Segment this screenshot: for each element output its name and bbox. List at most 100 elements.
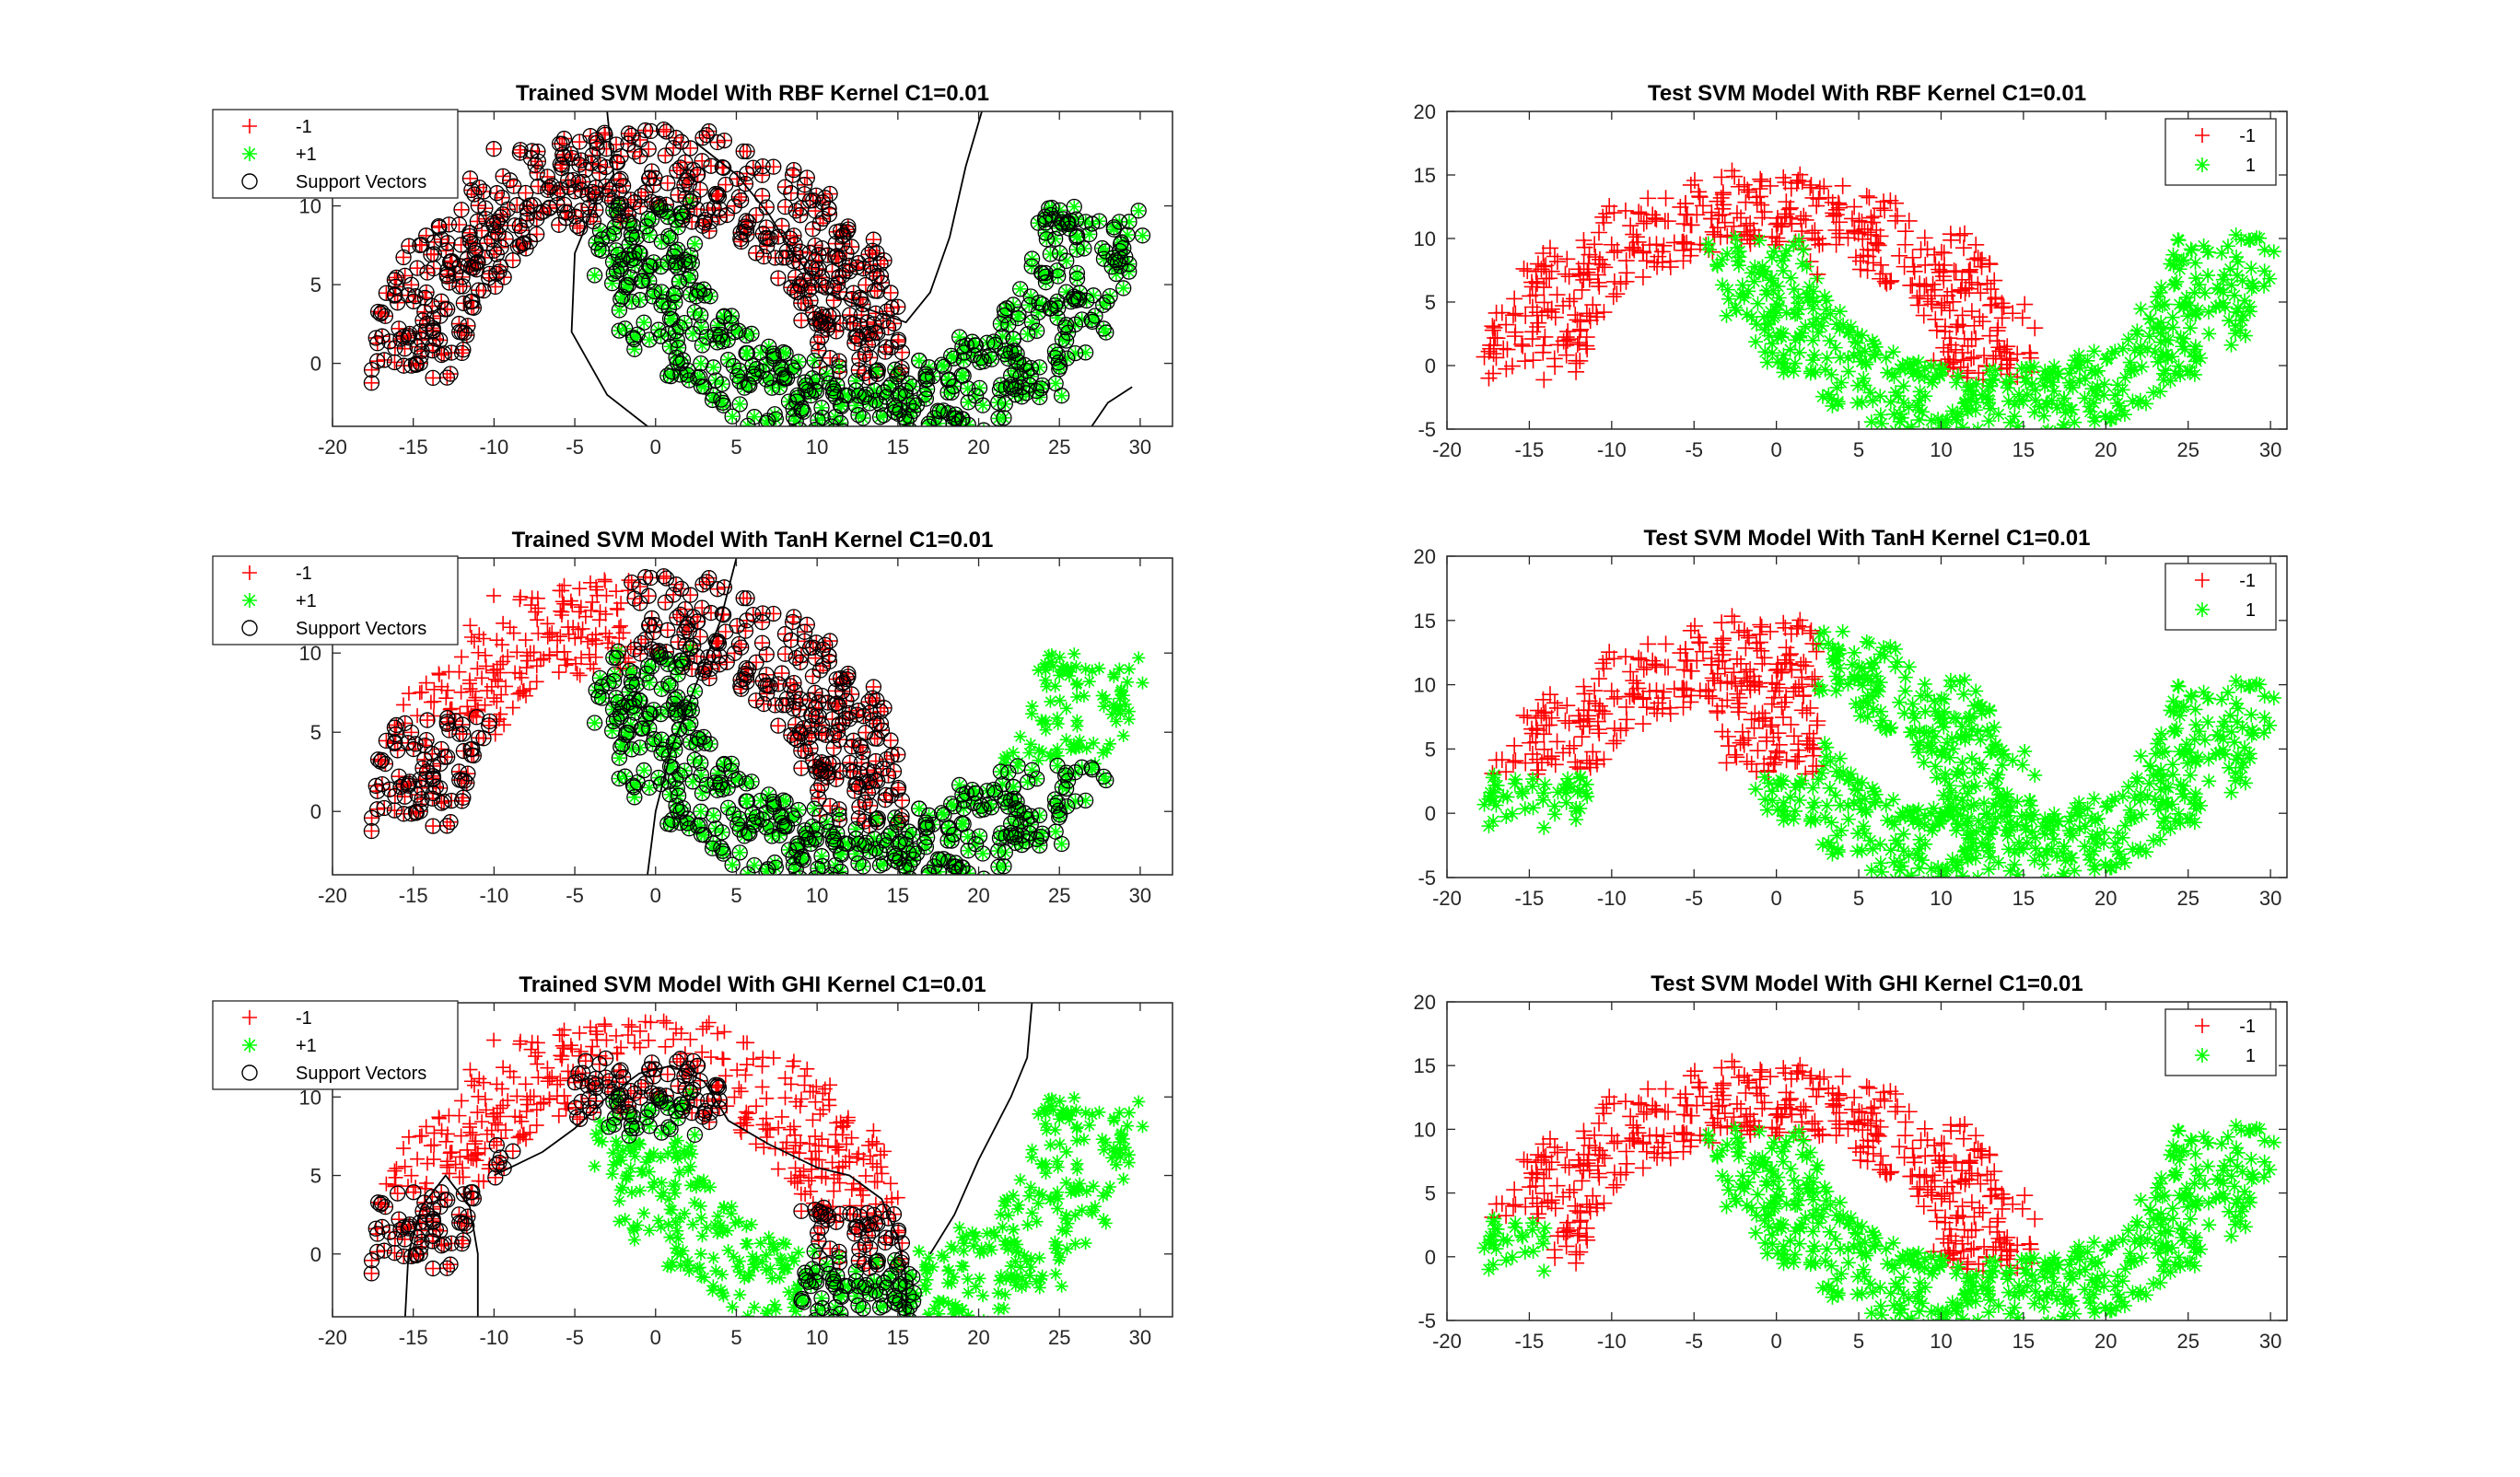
point-pos [2191,277,2207,293]
support-vector [783,184,799,202]
point-pos [691,820,705,833]
support-vector [793,760,810,776]
support-vector [608,203,625,219]
point-pos [2130,396,2146,412]
point-pos [2118,370,2133,386]
point-pos [1769,297,1785,312]
support-vector [902,408,918,424]
point-neg [1581,311,1599,329]
point-neg [1539,302,1557,320]
support-vector [760,413,776,426]
point-pos [689,289,703,303]
point-neg [1691,236,1709,253]
point-neg [1830,196,1848,214]
support-vector [1032,380,1049,397]
point-pos [759,820,773,834]
point-pos [2120,331,2136,347]
point-pos [2155,366,2171,381]
point-pos [1116,729,1130,743]
point-pos [1935,420,1951,429]
point-neg [472,627,487,643]
support-vector [797,177,813,193]
support-vector [588,189,604,205]
point-pos [1013,729,1027,743]
point-pos [2188,255,2203,271]
support-vector [939,432,954,447]
support-vector [827,389,845,405]
point-pos [1817,288,1833,304]
point-neg [822,350,838,366]
point-pos [849,374,863,388]
support-vector [814,641,832,657]
x-tick-label: 0 [1771,438,1782,461]
point-pos [1739,307,1755,322]
point-neg [798,743,813,759]
support-vector [818,366,835,382]
support-vector [682,140,699,157]
point-pos [826,459,839,472]
support-vector [686,236,704,252]
point-pos [606,703,620,716]
point-pos [662,301,676,315]
support-vector [614,288,631,305]
point-pos [1122,662,1136,676]
support-vector [776,427,791,442]
support-vector [494,190,510,206]
point-pos [1923,358,1939,374]
point-neg [540,616,555,632]
point-neg [588,636,603,652]
point-pos [748,410,762,424]
point-pos [711,319,725,332]
point-pos [1779,305,1794,320]
support-vector [670,187,686,204]
point-pos [834,865,847,875]
point-pos [2019,361,2035,377]
point-neg [1935,339,1953,356]
support-vector [713,391,729,408]
point-pos [1701,242,1717,258]
point-neg [451,664,467,680]
point-neg [1586,236,1604,253]
support-vector [633,188,649,204]
point-pos [849,832,863,845]
point-neg [1753,172,1770,190]
support-vector [464,236,481,252]
point-neg [777,626,793,642]
point-neg [1702,210,1720,227]
point-pos [2107,388,2123,403]
support-vector [402,325,418,343]
data-layer [363,558,1149,922]
point-pos [1114,683,1128,697]
support-vector [868,305,884,321]
support-vector [688,288,705,305]
support-vector [395,249,412,266]
support-vector [929,402,947,419]
point-pos [945,386,959,400]
point-pos [2108,408,2124,424]
support-vector [693,307,709,324]
point-pos [2032,399,2048,414]
point-pos [2127,343,2142,358]
point-pos [969,389,983,402]
point-neg [1647,209,1664,227]
support-vector [1077,344,1094,361]
point-pos [1008,792,1021,806]
support-vector [386,287,403,304]
support-vector [776,433,791,448]
support-vector [725,806,742,822]
support-vector [825,907,840,922]
point-pos [994,826,1008,840]
point-pos [624,675,638,689]
point-neg [1935,272,1953,289]
chart-title: Trained SVM Model With RBF Kernel C1=0.0… [516,81,989,106]
point-neg [542,626,557,642]
point-neg [451,727,467,742]
support-vector [843,238,860,255]
point-pos [1768,302,1783,318]
support-vector [1111,214,1128,230]
point-neg [1571,352,1589,369]
point-neg [1872,227,1889,245]
point-pos [694,805,707,819]
point-pos [732,772,746,785]
point-neg [1495,340,1512,357]
